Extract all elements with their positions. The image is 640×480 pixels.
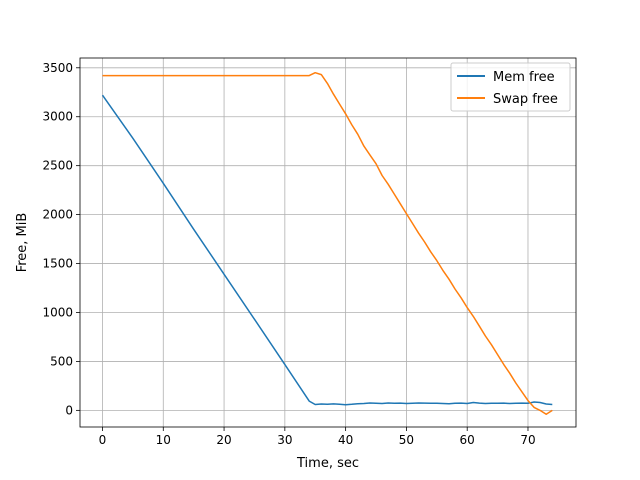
x-tick-label: 0 bbox=[99, 433, 107, 447]
axis-ticks: 0 10 20 30 40 50 60 70 0 500 1000 1500 2000 2500 3000 3… bbox=[42, 61, 535, 447]
y-tick-label: 0 bbox=[65, 403, 73, 417]
series-line-mem-free bbox=[101, 94, 553, 406]
x-tick-label: 30 bbox=[277, 433, 292, 447]
series-lines bbox=[101, 71, 553, 416]
y-tick-label: 3000 bbox=[42, 110, 73, 124]
series-line-swap-free bbox=[102, 71, 553, 416]
y-axis-label: Free, MiB bbox=[15, 213, 30, 273]
x-tick-label: 50 bbox=[399, 433, 414, 447]
x-tick-label: 40 bbox=[338, 433, 353, 447]
x-axis-label: Time, sec bbox=[296, 456, 359, 471]
legend-label-swap-free: Swap free bbox=[493, 92, 558, 107]
y-tick-label: 2500 bbox=[42, 159, 73, 173]
x-tick-label: 70 bbox=[520, 433, 535, 447]
y-tick-label: 2000 bbox=[42, 208, 73, 222]
y-tick-label: 1500 bbox=[42, 257, 73, 271]
grid-lines bbox=[80, 58, 576, 427]
x-tick-label: 10 bbox=[156, 433, 171, 447]
legend: Mem free Swap free bbox=[450, 62, 571, 112]
y-tick-label: 500 bbox=[50, 354, 73, 368]
legend-label-mem-free: Mem free bbox=[493, 70, 555, 85]
y-tick-label: 3500 bbox=[42, 61, 73, 75]
plot-area-frame bbox=[79, 57, 577, 428]
x-tick-label: 60 bbox=[460, 433, 475, 447]
x-tick-label: 20 bbox=[216, 433, 231, 447]
y-tick-label: 1000 bbox=[42, 305, 73, 319]
